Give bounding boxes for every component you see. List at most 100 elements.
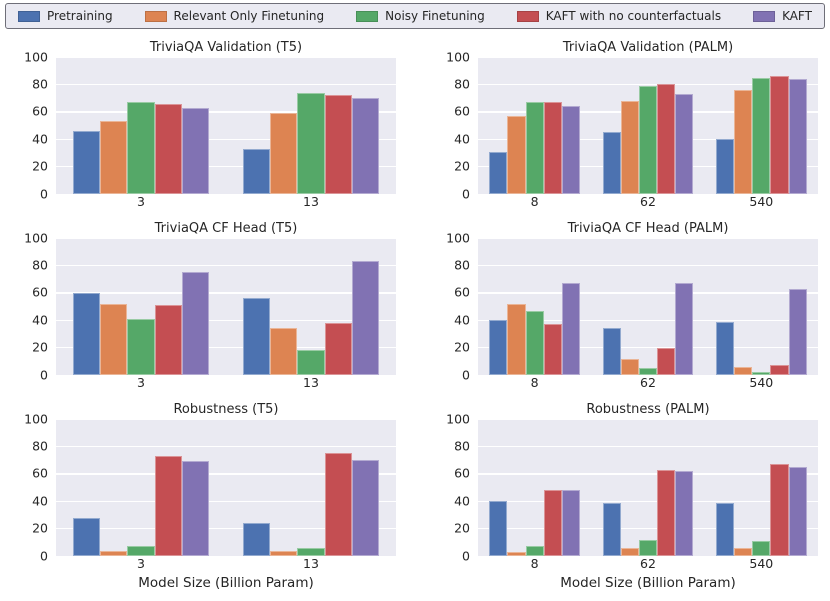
x-tick-label: 8 [530,556,539,571]
bar-pretraining-13 [243,148,271,194]
bar-group-62 [602,57,694,194]
gridline [478,500,818,502]
bar-relevant-only-finetuning-8 [507,303,526,375]
gridline [478,445,818,448]
bar-group-3 [73,57,210,194]
bar-relevant-only-finetuning-8 [507,551,526,556]
bar-group-13 [243,419,380,556]
x-tick-label: 540 [749,375,774,390]
bar-pretraining-13 [243,523,271,556]
bar-kaft-13 [351,261,380,375]
y-tick-label: 20 [454,339,470,355]
y-tick-label: 20 [32,520,48,536]
gridline [56,346,396,349]
bar-noisy-finetuning-62 [638,539,658,556]
chart-title: TriviaQA CF Head (PALM) [567,221,729,236]
bar-group-8 [489,57,580,194]
charts-grid: TriviaQA Validation (T5) 0 20 40 60 80 100 3 13 T… [0,31,830,593]
bar-relevant-only-finetuning-540 [734,547,753,556]
gridline [56,83,396,86]
bar-group-540 [716,419,807,556]
bar-kaft-8 [561,490,580,556]
y-axis: 0 20 40 60 80 100 [432,50,478,199]
bar-noisy-finetuning-3 [127,318,155,375]
bar-pretraining-3 [73,292,101,375]
gridline [478,473,818,475]
bar-noisy-finetuning-540 [752,540,771,556]
y-tick-label: 60 [454,103,470,119]
bar-pretraining-62 [602,132,621,194]
y-tick-label: 100 [446,48,470,64]
legend-item-label: Relevant Only Finetuning [173,9,325,23]
x-axis: 3 13 [56,194,396,212]
gridline [478,292,818,294]
gridline [56,165,396,168]
y-axis: 0 20 40 60 80 100 [10,412,56,561]
legend-swatch-icon [356,10,379,22]
y-tick-label: 0 [462,547,470,563]
bar-relevant-only-finetuning-3 [100,121,128,194]
legend-swatch-icon [516,10,539,22]
bar-kaft-with-no-counterfactuals-3 [154,305,182,375]
bar-group-3 [73,238,210,375]
plot-area [56,57,396,194]
bar-kaft-62 [675,94,694,194]
bar-group-540 [716,57,807,194]
bar-kaft-with-no-counterfactuals-62 [657,347,676,375]
gridline [478,527,818,530]
legend-item-label: Noisy Finetuning [385,9,485,23]
bar-kaft-540 [788,288,807,375]
bar-kaft-8 [561,106,580,194]
bar-group-13 [243,57,380,194]
y-axis: 0 20 40 60 80 100 [10,50,56,199]
x-tick-label: 13 [303,194,319,209]
plot-area [478,419,818,556]
y-tick-label: 20 [454,520,470,536]
gridline [56,527,396,530]
x-tick-label: 3 [137,556,145,571]
y-tick-label: 80 [454,257,470,273]
gridline [56,419,396,420]
bar-pretraining-8 [489,320,508,375]
gridline [478,319,818,321]
x-tick-label: 3 [137,194,145,209]
bar-kaft-with-no-counterfactuals-8 [543,324,562,375]
y-tick-label: 60 [32,103,48,119]
gridline [478,238,818,239]
gridline [56,138,396,140]
bar-relevant-only-finetuning-62 [620,358,639,375]
bar-noisy-finetuning-8 [525,546,544,556]
y-tick-label: 40 [454,311,470,327]
bar-kaft-540 [788,466,807,556]
subplot-triviaqa-validation-palm: TriviaQA Validation (PALM) 0 20 40 60 80 100 8 6… [432,40,818,212]
bar-group-8 [489,419,580,556]
legend-swatch-icon [144,10,167,22]
y-tick-label: 40 [32,311,48,327]
x-tick-label: 62 [640,556,656,571]
bar-relevant-only-finetuning-3 [100,303,128,375]
bar-group-540 [716,238,807,375]
gridline [478,346,818,349]
legend: Pretraining Relevant Only Finetuning Noi… [5,3,825,29]
gridline [56,445,396,448]
x-tick-label: 540 [749,194,774,209]
legend-item-label: Pretraining [47,9,113,23]
legend-item-pretraining: Pretraining [18,9,113,23]
bar-noisy-finetuning-13 [297,547,325,556]
x-axis-label: Model Size (Billion Param) [560,575,736,591]
bar-relevant-only-finetuning-13 [270,113,298,194]
y-tick-label: 60 [32,465,48,481]
bar-noisy-finetuning-3 [127,546,155,556]
plot-area [56,419,396,556]
y-tick-label: 60 [32,284,48,300]
bar-noisy-finetuning-13 [297,92,325,194]
bar-kaft-with-no-counterfactuals-3 [154,456,182,556]
gridline [478,264,818,267]
bar-relevant-only-finetuning-13 [270,550,298,556]
y-tick-label: 40 [454,130,470,146]
gridline [56,111,396,113]
bar-kaft-with-no-counterfactuals-13 [324,95,352,194]
gridline [56,238,396,239]
bar-noisy-finetuning-8 [525,102,544,194]
bar-relevant-only-finetuning-62 [620,547,639,556]
